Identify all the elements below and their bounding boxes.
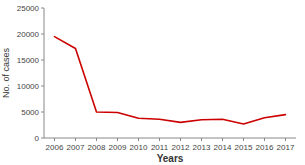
x-tick-label: 2008 xyxy=(88,143,106,152)
line xyxy=(55,37,286,124)
chart-svg: 0 5000 10000 15000 20000 25000 200620072008200… xyxy=(0,0,305,165)
x-tick-label: 2014 xyxy=(214,143,232,152)
x-tick-label: 2011 xyxy=(151,143,169,152)
x-tick-label: 2012 xyxy=(172,143,190,152)
x-tick-label: 2009 xyxy=(109,143,127,152)
y-axis-line xyxy=(44,8,45,138)
x-tick-label: 2016 xyxy=(256,143,274,152)
background xyxy=(0,0,305,165)
y-tick-label: 20000 xyxy=(17,30,40,39)
y-tick-label: 5000 xyxy=(21,108,39,117)
x-axis: 2006200720082009201020112012201320142015… xyxy=(44,138,296,152)
x-tick-label: 2007 xyxy=(67,143,85,152)
x-tick-label: 2015 xyxy=(235,143,253,152)
y-tick-label: 10000 xyxy=(17,82,40,91)
chart-container: 0 5000 10000 15000 20000 25000 200620072008200… xyxy=(0,0,305,165)
y-axis-label: No. of cases xyxy=(1,47,11,98)
x-tick-label: 2010 xyxy=(130,143,148,152)
y-tick-label: 0 xyxy=(35,134,40,143)
y-axis: 0 5000 10000 15000 20000 25000 xyxy=(17,4,44,143)
y-tick-label: 25000 xyxy=(17,4,40,13)
x-axis-line xyxy=(44,138,296,139)
x-axis-label: Years xyxy=(157,153,184,164)
x-tick-label: 2006 xyxy=(46,143,64,152)
plot-area xyxy=(55,37,286,124)
y-tick-label: 15000 xyxy=(17,56,40,65)
x-tick-label: 2017 xyxy=(277,143,295,152)
x-tick-label: 2013 xyxy=(193,143,211,152)
